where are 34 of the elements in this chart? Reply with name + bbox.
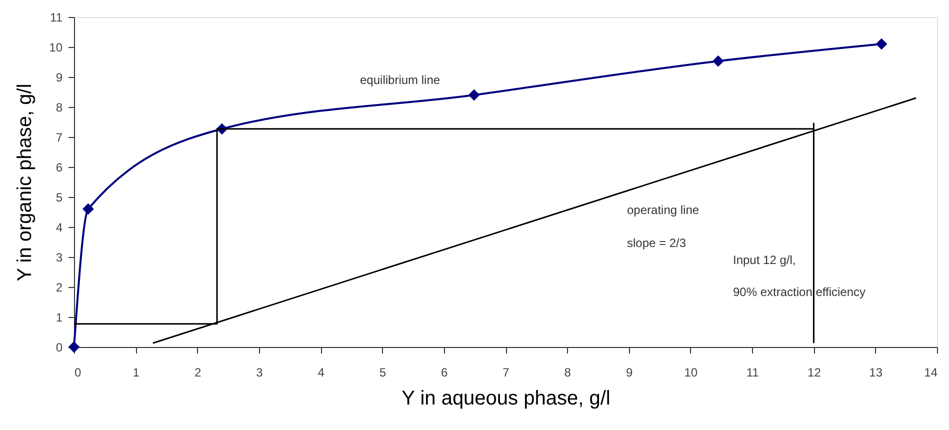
y-tick-label: 2	[56, 280, 63, 294]
x-tick-label: 4	[318, 366, 325, 380]
x-tick-label: 14	[924, 366, 938, 380]
x-tick-label: 5	[379, 366, 386, 380]
y-tick-label: 10	[49, 40, 63, 54]
x-tick-label: 13	[869, 366, 883, 380]
x-tick-label: 9	[626, 366, 633, 380]
y-tick-label: 1	[56, 310, 63, 324]
annotation: slope = 2/3	[627, 236, 686, 250]
x-tick-label: 2	[194, 366, 202, 380]
x-tick-label: 12	[808, 366, 822, 380]
annotation: Input 12 g/l,	[733, 253, 796, 267]
x-tick-label: 10	[684, 366, 698, 380]
annotation: operating line	[627, 203, 700, 217]
y-tick-label: 11	[50, 10, 63, 24]
x-tick-label: 3	[256, 366, 264, 380]
annotation: equilibrium line	[360, 73, 440, 87]
annotation: 90% extraction efficiency	[733, 285, 866, 299]
y-tick-label: 8	[56, 100, 63, 114]
x-axis-title: Y in aqueous phase, g/l	[402, 388, 610, 410]
x-tick-label: 11	[746, 366, 760, 380]
x-tick-label: 1	[132, 366, 140, 380]
x-tick-label: 0	[74, 366, 82, 380]
y-tick-label: 7	[56, 130, 63, 144]
x-tick-label: 6	[441, 366, 448, 380]
y-tick-label: 9	[56, 70, 63, 84]
y-tick-label: 3	[56, 250, 63, 264]
y-tick-label: 6	[56, 160, 63, 174]
y-axis-title: Y in organic phase, g/l	[14, 84, 36, 282]
y-tick-label: 4	[56, 220, 63, 234]
y-tick-label: 0	[56, 340, 63, 354]
x-tick-label: 8	[564, 366, 572, 380]
x-tick-label: 7	[502, 366, 510, 380]
y-tick-label: 5	[56, 190, 63, 204]
